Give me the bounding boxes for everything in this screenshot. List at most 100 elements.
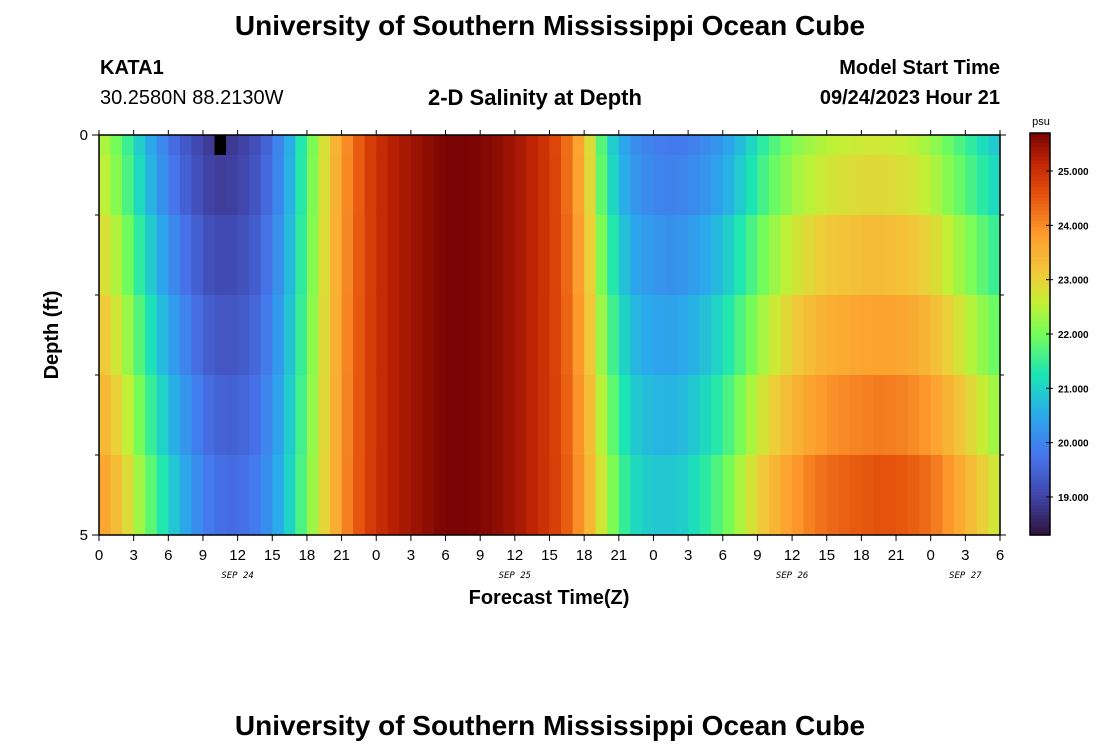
heatmap-cell	[422, 375, 435, 456]
heatmap-cell	[330, 455, 343, 536]
heatmap-cell	[838, 455, 851, 536]
heatmap-cell	[872, 375, 886, 456]
heatmap-cell	[630, 295, 643, 376]
colorbar-unit: psu	[1032, 116, 1050, 128]
heatmap-cell	[595, 295, 608, 376]
heatmap-cell	[676, 375, 689, 456]
heatmap-cell	[306, 375, 320, 456]
heatmap-cell	[330, 155, 343, 216]
heatmap-cell	[561, 455, 574, 536]
colorbar-segment	[1030, 340, 1050, 345]
heatmap-cell	[202, 155, 216, 216]
heatmap-cell	[179, 215, 193, 296]
heatmap-cell	[226, 375, 239, 456]
x-tick-label: 3	[129, 547, 137, 564]
heatmap-cell	[976, 455, 990, 536]
heatmap-cell	[387, 375, 400, 456]
x-tick-label: 15	[264, 547, 281, 564]
heatmap-cell	[965, 215, 978, 296]
heatmap-cell	[318, 375, 331, 456]
colorbar-segment	[1030, 163, 1050, 168]
heatmap-cell	[734, 215, 747, 296]
heatmap-cell	[537, 135, 551, 156]
heatmap-cell	[295, 215, 308, 296]
heatmap-cell	[410, 375, 424, 456]
x-tick-label: 0	[372, 547, 380, 564]
heatmap-cell	[676, 135, 689, 156]
heatmap-cell	[572, 375, 585, 456]
heatmap-cell	[607, 295, 620, 376]
x-tick-label: 9	[753, 547, 761, 564]
heatmap-cell	[653, 135, 666, 156]
colorbar-segment	[1030, 186, 1050, 191]
heatmap-cell	[942, 295, 955, 376]
heatmap-cell	[422, 215, 435, 296]
heatmap-cell	[99, 455, 112, 536]
heatmap-cell	[711, 295, 724, 376]
heatmap-cell	[815, 215, 828, 296]
colorbar-segment	[1030, 374, 1050, 379]
colorbar-segment	[1030, 203, 1050, 208]
heatmap-cell	[896, 455, 909, 536]
colorbar-segment	[1030, 303, 1050, 308]
heatmap-cell	[156, 455, 169, 536]
heatmap-cell	[653, 295, 666, 376]
colorbar-segment	[1030, 364, 1050, 369]
heatmap-cell	[214, 295, 227, 376]
x-axis: 0 3 6 9 12 15 18 21 0 3 6 9 12 15 18 21 0 3 6 9 12 15 18 21 0 3 6 S…	[95, 130, 1004, 581]
heatmap-cell	[561, 295, 574, 376]
colorbar-segment	[1030, 176, 1050, 181]
heatmap-cell	[272, 215, 285, 296]
heatmap-cell	[330, 295, 343, 376]
x-tick-label: 3	[961, 547, 969, 564]
heatmap-cell	[237, 155, 250, 216]
colorbar-segment	[1030, 283, 1050, 288]
colorbar-segment	[1030, 327, 1050, 332]
heatmap-cell	[133, 455, 146, 536]
colorbar-segment	[1030, 407, 1050, 412]
heatmap-cell	[353, 455, 366, 536]
heatmap-cell	[491, 375, 504, 456]
colorbar-segment	[1030, 501, 1050, 506]
heatmap-cell	[433, 215, 447, 296]
heatmap-cell	[988, 455, 1001, 536]
heatmap-cell	[699, 295, 712, 376]
heatmap-cell	[145, 375, 158, 456]
heatmap-cell	[838, 155, 851, 216]
heatmap-cell	[849, 295, 862, 376]
colorbar-segment	[1030, 320, 1050, 325]
heatmap-cell	[618, 455, 631, 536]
heatmap-cell	[976, 155, 990, 216]
heatmap-cell	[272, 155, 285, 216]
heatmap-cell	[122, 455, 135, 536]
heatmap-cell	[306, 135, 320, 156]
colorbar-segment	[1030, 508, 1050, 513]
heatmap-cell	[122, 155, 135, 216]
heatmap-cell	[399, 295, 412, 376]
heatmap-cell	[919, 375, 932, 456]
heatmap-cell	[503, 135, 516, 156]
colorbar-segment	[1030, 267, 1050, 271]
heatmap-cell	[433, 135, 447, 156]
heatmap-cell	[468, 295, 481, 376]
heatmap-cell	[353, 155, 366, 216]
heatmap-cell	[780, 135, 793, 156]
heatmap-cell	[607, 155, 620, 216]
heatmap-cell	[549, 135, 562, 156]
heatmap-cell	[896, 155, 909, 216]
heatmap-cell	[630, 375, 643, 456]
heatmap-cell	[722, 455, 735, 536]
heatmap-cell	[988, 295, 1001, 376]
x-tick-label: 18	[853, 547, 870, 564]
colorbar-segment	[1030, 357, 1050, 362]
heatmap-cell	[376, 455, 389, 536]
heatmap-cell	[907, 215, 920, 296]
heatmap-cell	[907, 455, 920, 536]
model-start-value: 09/24/2023 Hour 21	[819, 87, 1000, 109]
heatmap-cell	[768, 155, 782, 216]
heatmap-cell	[318, 295, 331, 376]
heatmap-cell	[433, 155, 447, 216]
heatmap-cell	[399, 155, 412, 216]
colorbar-segment	[1030, 431, 1050, 436]
x-tick-label: 18	[576, 547, 593, 564]
